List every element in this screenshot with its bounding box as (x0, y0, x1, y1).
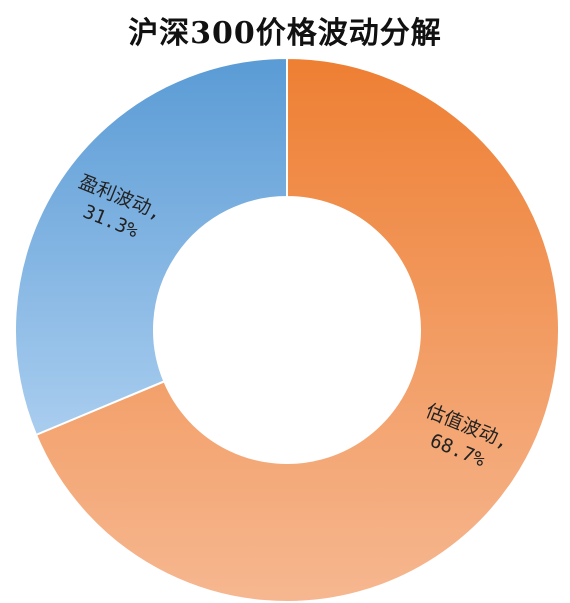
donut-slice-valuation (34, 56, 560, 603)
donut-slice-earnings (14, 56, 288, 437)
chart-title: 沪深300价格波动分解 (128, 16, 442, 51)
